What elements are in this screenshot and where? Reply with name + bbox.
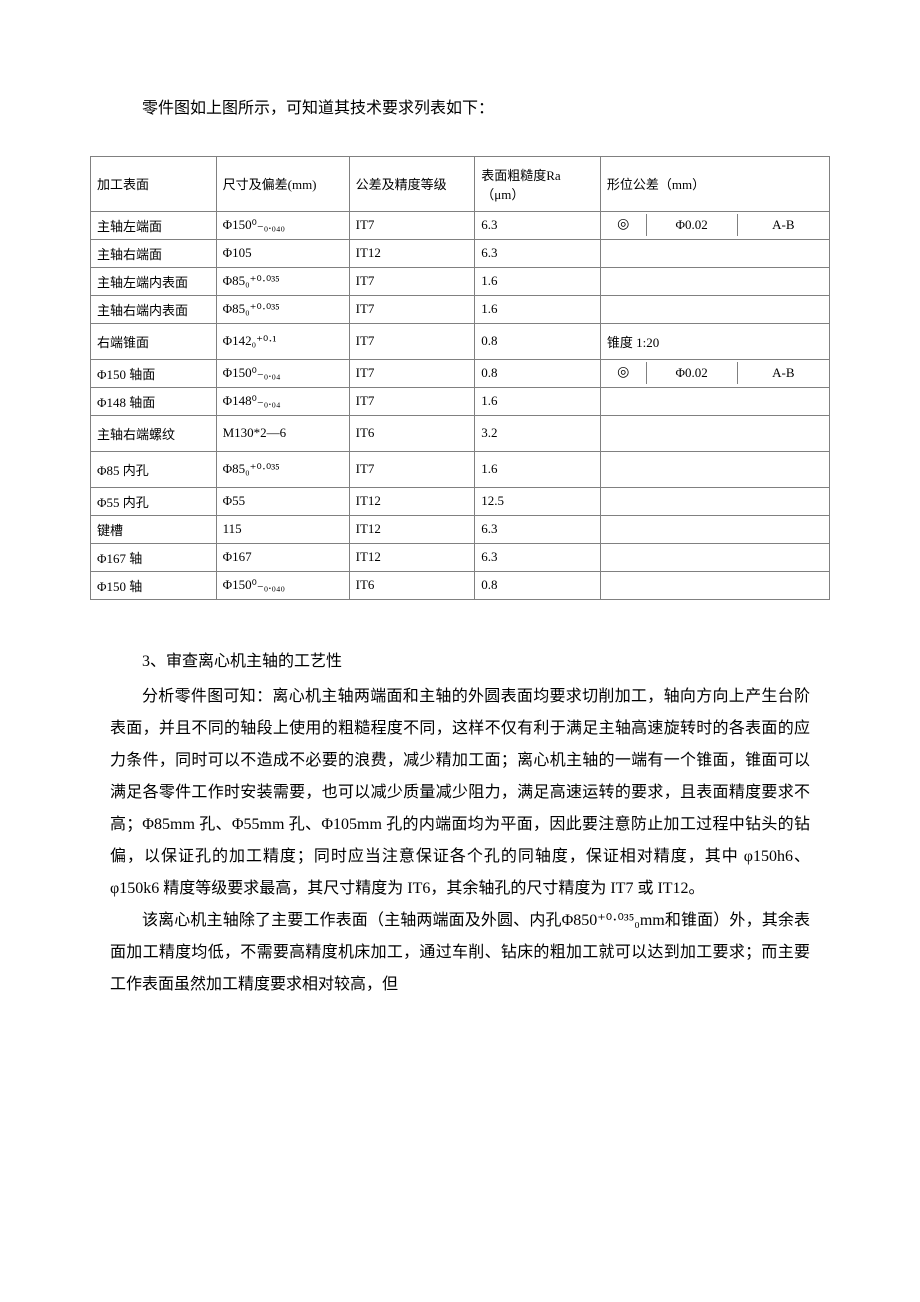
table-cell: 主轴右端内表面 (91, 295, 217, 323)
table-row: 主轴左端内表面Φ85₀⁺⁰·⁰³⁵IT71.6 (91, 267, 830, 295)
table-cell: Φ150 轴面 (91, 359, 217, 387)
table-cell: 6.3 (475, 211, 601, 239)
table-cell: 1.6 (475, 387, 601, 415)
table-cell: IT7 (349, 451, 475, 487)
geo-tolerance-cell (600, 415, 829, 451)
geo-tolerance-cell: ◎ Φ0.02A-B (600, 211, 829, 239)
geo-tolerance-cell (600, 267, 829, 295)
geo-tolerance-cell (600, 451, 829, 487)
table-cell: 0.8 (475, 359, 601, 387)
table-body: 主轴左端面Φ150⁰₋₀.₀₄₀IT76.3◎Φ0.02A-B主轴右端面Φ105… (91, 211, 830, 599)
table-cell: Φ85₀⁺⁰·⁰³⁵ (216, 267, 349, 295)
table-cell: 3.2 (475, 415, 601, 451)
table-row: 主轴左端面Φ150⁰₋₀.₀₄₀IT76.3 ◎ Φ0.02A-B (91, 211, 830, 239)
geo-tolerance-cell (600, 239, 829, 267)
table-cell: Φ167 轴 (91, 543, 217, 571)
table-cell: IT7 (349, 359, 475, 387)
table-cell: Φ150⁰₋₀.₀₄₀ (216, 211, 349, 239)
table-cell: IT7 (349, 211, 475, 239)
table-cell: 6.3 (475, 239, 601, 267)
table-cell: IT7 (349, 387, 475, 415)
table-cell: 6.3 (475, 515, 601, 543)
table-cell: Φ85 内孔 (91, 451, 217, 487)
tolerance-value: Φ0.02 (647, 362, 738, 384)
table-cell: Φ167 (216, 543, 349, 571)
table-row: 主轴右端内表面Φ85₀⁺⁰·⁰³⁵IT71.6 (91, 295, 830, 323)
table-cell: 12.5 (475, 487, 601, 515)
table-cell: Φ55 内孔 (91, 487, 217, 515)
intro-text: 零件图如上图所示，可知道其技术要求列表如下： (90, 95, 830, 124)
table-cell: 主轴左端面 (91, 211, 217, 239)
geo-tolerance-cell: ◎ Φ0.02A-B (600, 359, 829, 387)
col-header-geo-tolerance: 形位公差（mm） (600, 156, 829, 211)
table-cell: Φ142₀⁺⁰·¹ (216, 323, 349, 359)
table-cell: 0.8 (475, 571, 601, 599)
table-row: 主轴右端面Φ105IT126.3 (91, 239, 830, 267)
table-cell: IT12 (349, 543, 475, 571)
table-cell: M130*2—6 (216, 415, 349, 451)
paragraph-2: 该离心机主轴除了主要工作表面（主轴两端面及外圆、内孔Φ850⁺⁰·⁰³⁵₀mm和… (110, 905, 810, 1001)
table-cell: IT12 (349, 487, 475, 515)
table-cell: 主轴右端面 (91, 239, 217, 267)
geo-tolerance-cell (600, 571, 829, 599)
table-row: Φ150 轴Φ150⁰₋₀.₀₄₀IT60.8 (91, 571, 830, 599)
table-cell: 1.6 (475, 451, 601, 487)
table-cell: 0.8 (475, 323, 601, 359)
table-cell: Φ85₀⁺⁰·⁰³⁵ (216, 295, 349, 323)
table-cell: IT12 (349, 515, 475, 543)
table-row: Φ148 轴面Φ148⁰₋₀.₀₄IT71.6 (91, 387, 830, 415)
table-header-row: 加工表面 尺寸及偏差(mm) 公差及精度等级 表面粗糙度Ra（μm） 形位公差（… (91, 156, 830, 211)
requirements-table: 加工表面 尺寸及偏差(mm) 公差及精度等级 表面粗糙度Ra（μm） 形位公差（… (90, 156, 830, 600)
table-cell: 主轴左端内表面 (91, 267, 217, 295)
table-cell: Φ150⁰₋₀.₀₄₀ (216, 571, 349, 599)
table-cell: Φ85₀⁺⁰·⁰³⁵ (216, 451, 349, 487)
table-cell: Φ150⁰₋₀.₀₄ (216, 359, 349, 387)
table-cell: Φ55 (216, 487, 349, 515)
table-cell: IT6 (349, 415, 475, 451)
table-row: 主轴右端螺纹M130*2—6IT63.2 (91, 415, 830, 451)
geo-tolerance-cell (600, 387, 829, 415)
geo-tolerance-cell (600, 543, 829, 571)
table-cell: IT7 (349, 295, 475, 323)
geo-tolerance-cell (600, 515, 829, 543)
table-cell: 主轴右端螺纹 (91, 415, 217, 451)
table-row: Φ55 内孔Φ55IT1212.5 (91, 487, 830, 515)
datum-reference: A-B (738, 214, 829, 236)
geo-tolerance-cell: 锥度 1:20 (600, 323, 829, 359)
paragraph-1: 分析零件图可知：离心机主轴两端面和主轴的外圆表面均要求切削加工，轴向方向上产生台… (110, 681, 810, 905)
concentricity-icon: ◎ (617, 366, 629, 380)
table-cell: IT12 (349, 239, 475, 267)
section-heading: 3、审查离心机主轴的工艺性 (90, 648, 830, 677)
col-header-roughness: 表面粗糙度Ra（μm） (475, 156, 601, 211)
tolerance-value: Φ0.02 (647, 214, 738, 236)
table-cell: 键槽 (91, 515, 217, 543)
table-cell: IT7 (349, 267, 475, 295)
table-row: Φ85 内孔Φ85₀⁺⁰·⁰³⁵IT71.6 (91, 451, 830, 487)
col-header-tolerance-grade: 公差及精度等级 (349, 156, 475, 211)
table-cell: IT7 (349, 323, 475, 359)
table-cell: 1.6 (475, 267, 601, 295)
table-cell: 1.6 (475, 295, 601, 323)
table-row: Φ150 轴面Φ150⁰₋₀.₀₄IT70.8 ◎ Φ0.02A-B (91, 359, 830, 387)
col-header-dimension: 尺寸及偏差(mm) (216, 156, 349, 211)
geo-tolerance-cell (600, 487, 829, 515)
table-cell: Φ148⁰₋₀.₀₄ (216, 387, 349, 415)
table-cell: 右端锥面 (91, 323, 217, 359)
col-header-surface: 加工表面 (91, 156, 217, 211)
datum-reference: A-B (738, 362, 829, 384)
table-cell: Φ105 (216, 239, 349, 267)
table-cell: 6.3 (475, 543, 601, 571)
table-row: 右端锥面Φ142₀⁺⁰·¹IT70.8锥度 1:20 (91, 323, 830, 359)
geo-tolerance-cell (600, 295, 829, 323)
table-row: 键槽115IT126.3 (91, 515, 830, 543)
table-cell: 115 (216, 515, 349, 543)
table-cell: IT6 (349, 571, 475, 599)
table-row: Φ167 轴Φ167IT126.3 (91, 543, 830, 571)
concentricity-icon: ◎ (617, 218, 629, 232)
table-cell: Φ150 轴 (91, 571, 217, 599)
table-cell: Φ148 轴面 (91, 387, 217, 415)
body-text: 分析零件图可知：离心机主轴两端面和主轴的外圆表面均要求切削加工，轴向方向上产生台… (90, 681, 830, 1001)
